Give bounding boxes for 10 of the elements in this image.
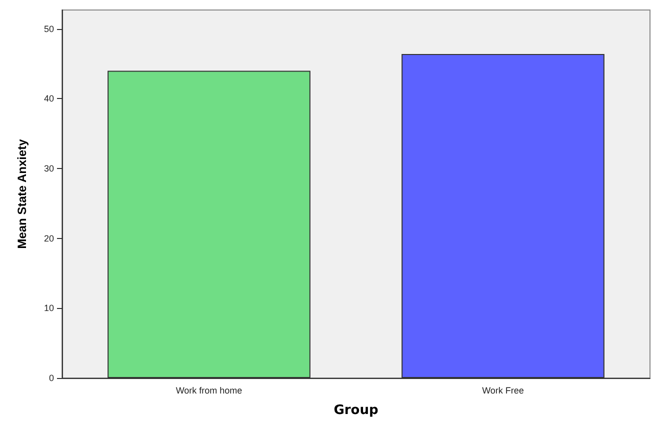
y-tick-label: 0 <box>48 373 54 383</box>
y-tick-label: 50 <box>44 24 54 34</box>
x-axis-title: Group <box>334 403 378 418</box>
x-tick-label: Work Free <box>482 386 524 396</box>
y-tick-label: 30 <box>44 164 54 174</box>
y-tick-label: 10 <box>44 303 54 314</box>
y-axis-title: Mean State Anxiety <box>15 138 29 249</box>
y-tick-label: 20 <box>44 233 54 244</box>
y-tick-label: 40 <box>44 94 54 104</box>
x-tick-label: Work from home <box>176 386 242 396</box>
